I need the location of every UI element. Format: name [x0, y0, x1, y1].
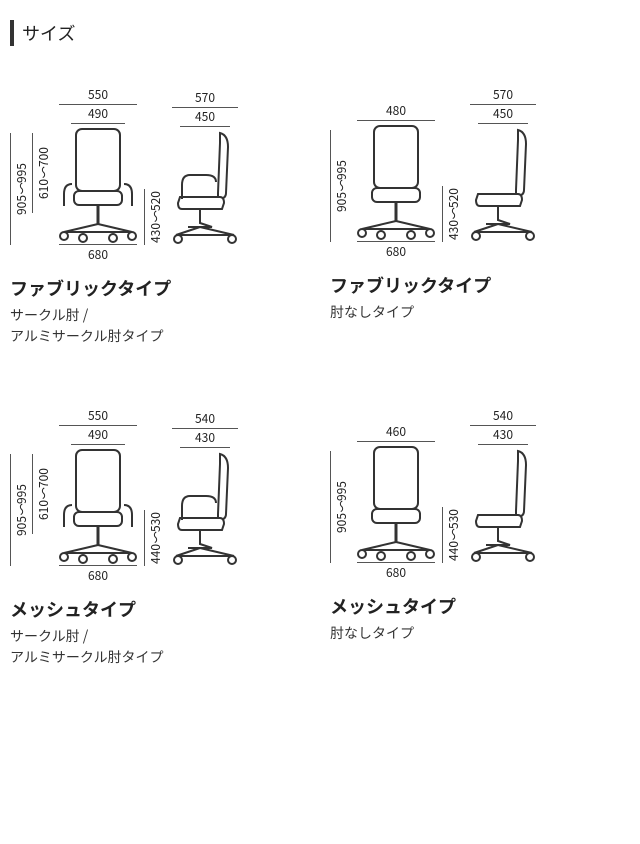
chair-side-icon	[170, 127, 240, 247]
dim-width-seat: 490	[71, 426, 125, 445]
dim-seat-height: 440～530	[144, 510, 164, 566]
front-view: 480 680	[356, 102, 436, 260]
dim-depth-overall: 540	[470, 407, 536, 426]
type-title: ファブリックタイプ	[10, 275, 310, 301]
side-height-dims: 440～530	[144, 510, 164, 584]
dim-width-overall: 550	[59, 407, 137, 426]
dim-depth-overall: 570	[470, 86, 536, 105]
front-view: 460 680	[356, 423, 436, 581]
front-view: 550490 680	[58, 407, 138, 584]
diagram-row: 905～995 460 680 440～530 540430	[330, 407, 630, 581]
diagram-cell: 905～995610～700550490 680440～530540430 メッ…	[10, 407, 310, 668]
front-view: 550490 680	[58, 86, 138, 263]
dim-depth-overall: 570	[172, 89, 238, 108]
front-height-dims: 905～995	[330, 130, 350, 260]
dim-seat-height: 440～530	[442, 507, 462, 563]
diagram-row: 905～995610～700550490 680440～530540430	[10, 407, 310, 584]
type-title: メッシュタイプ	[330, 593, 630, 619]
side-height-dims: 430～520	[442, 186, 462, 260]
dim-base-width: 680	[59, 565, 137, 584]
dim-height-overall: 905～995	[10, 454, 30, 566]
dim-depth-seat: 430	[478, 426, 528, 445]
diagram-row: 905～995610～700550490 680430～520570450	[10, 86, 310, 263]
diagram-cell: 905～995610～700550490 680430～520570450 ファ…	[10, 86, 310, 347]
front-height-dims: 905～995610～700	[10, 133, 52, 263]
type-subtitle: サークル肘 / アルミサークル肘タイプ	[10, 305, 310, 347]
side-height-dims: 430～520	[144, 189, 164, 263]
dim-depth-seat: 450	[478, 105, 528, 124]
dim-seat-height: 430～520	[442, 186, 462, 242]
type-subtitle: サークル肘 / アルミサークル肘タイプ	[10, 626, 310, 668]
type-title: ファブリックタイプ	[330, 272, 630, 298]
dim-base-width: 680	[357, 562, 435, 581]
diagram-row: 905～995 480 680 430～520 570450	[330, 86, 630, 260]
dim-base-width: 680	[59, 244, 137, 263]
dim-width-overall: 550	[59, 86, 137, 105]
dim-width-seat: 490	[71, 105, 125, 124]
side-view: 540430	[170, 410, 240, 584]
chair-side-icon	[468, 445, 538, 565]
side-view: 540430	[468, 407, 538, 581]
side-view: 570450	[170, 89, 240, 263]
dim-seat-height: 430～520	[144, 189, 164, 245]
dim-depth-overall: 540	[172, 410, 238, 429]
type-subtitle: 肘なしタイプ	[330, 302, 630, 323]
dim-width-overall: 480	[357, 102, 435, 121]
dim-base-width: 680	[357, 241, 435, 260]
section-title: サイズ	[10, 20, 630, 46]
front-height-dims: 905～995610～700	[10, 454, 52, 584]
chair-front-icon	[58, 445, 138, 565]
chair-front-icon	[356, 442, 436, 562]
dim-height-arm: 610～700	[32, 454, 52, 534]
chair-side-icon	[170, 448, 240, 568]
type-subtitle: 肘なしタイプ	[330, 623, 630, 644]
dim-width-overall: 460	[357, 423, 435, 442]
side-view: 570450	[468, 86, 538, 260]
side-height-dims: 440～530	[442, 507, 462, 581]
dim-height-overall: 905～995	[330, 451, 350, 563]
diagram-cell: 905～995 480 680 430～520 570450 ファブリックタイプ肘なし…	[330, 86, 630, 347]
dim-depth-seat: 450	[180, 108, 230, 127]
dim-height-arm: 610～700	[32, 133, 52, 213]
front-height-dims: 905～995	[330, 451, 350, 581]
dim-depth-seat: 430	[180, 429, 230, 448]
type-title: メッシュタイプ	[10, 596, 310, 622]
diagram-grid: 905～995610～700550490 680430～520570450 ファ…	[10, 86, 630, 668]
chair-side-icon	[468, 124, 538, 244]
chair-front-icon	[58, 124, 138, 244]
diagram-cell: 905～995 460 680 440～530 540430 メッシュタイプ肘なしタイ…	[330, 407, 630, 668]
dim-height-overall: 905～995	[330, 130, 350, 242]
dim-height-overall: 905～995	[10, 133, 30, 245]
chair-front-icon	[356, 121, 436, 241]
